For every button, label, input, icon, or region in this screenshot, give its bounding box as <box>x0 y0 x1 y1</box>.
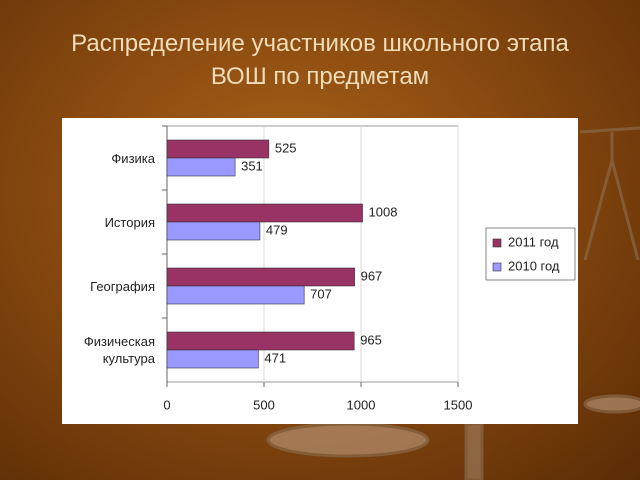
value-label: 471 <box>264 350 286 365</box>
legend-swatch <box>492 238 502 248</box>
value-label: 351 <box>241 158 263 173</box>
bar <box>166 331 355 351</box>
bar <box>166 203 363 223</box>
y-tick-label: Физическая культура <box>83 334 155 366</box>
legend-label: 2011 год <box>508 234 559 249</box>
chart-title: Распределение участников школьного этапа… <box>71 30 569 90</box>
x-tick-label: 1000 <box>347 397 376 412</box>
value-label: 707 <box>310 286 332 301</box>
bar <box>166 221 261 241</box>
legend-box <box>485 227 576 281</box>
bar <box>166 349 259 369</box>
value-label: 967 <box>361 268 383 283</box>
legend-label: 2010 год <box>508 258 560 273</box>
legend-swatch <box>492 262 502 272</box>
value-label: 965 <box>360 332 382 347</box>
value-label: 525 <box>275 140 297 155</box>
bar <box>166 157 236 177</box>
value-label: 479 <box>266 222 288 237</box>
y-tick-label: Физика <box>111 150 155 166</box>
scale-decoration <box>266 126 640 480</box>
bar <box>166 267 355 287</box>
x-tick-label: 1500 <box>444 397 473 412</box>
x-tick-label: 500 <box>253 397 275 412</box>
y-tick-label: География <box>90 278 155 294</box>
bar <box>166 285 305 305</box>
bar <box>166 139 270 159</box>
y-tick-label: История <box>104 214 155 230</box>
value-label: 1008 <box>369 204 398 219</box>
x-tick-label: 0 <box>163 397 170 412</box>
